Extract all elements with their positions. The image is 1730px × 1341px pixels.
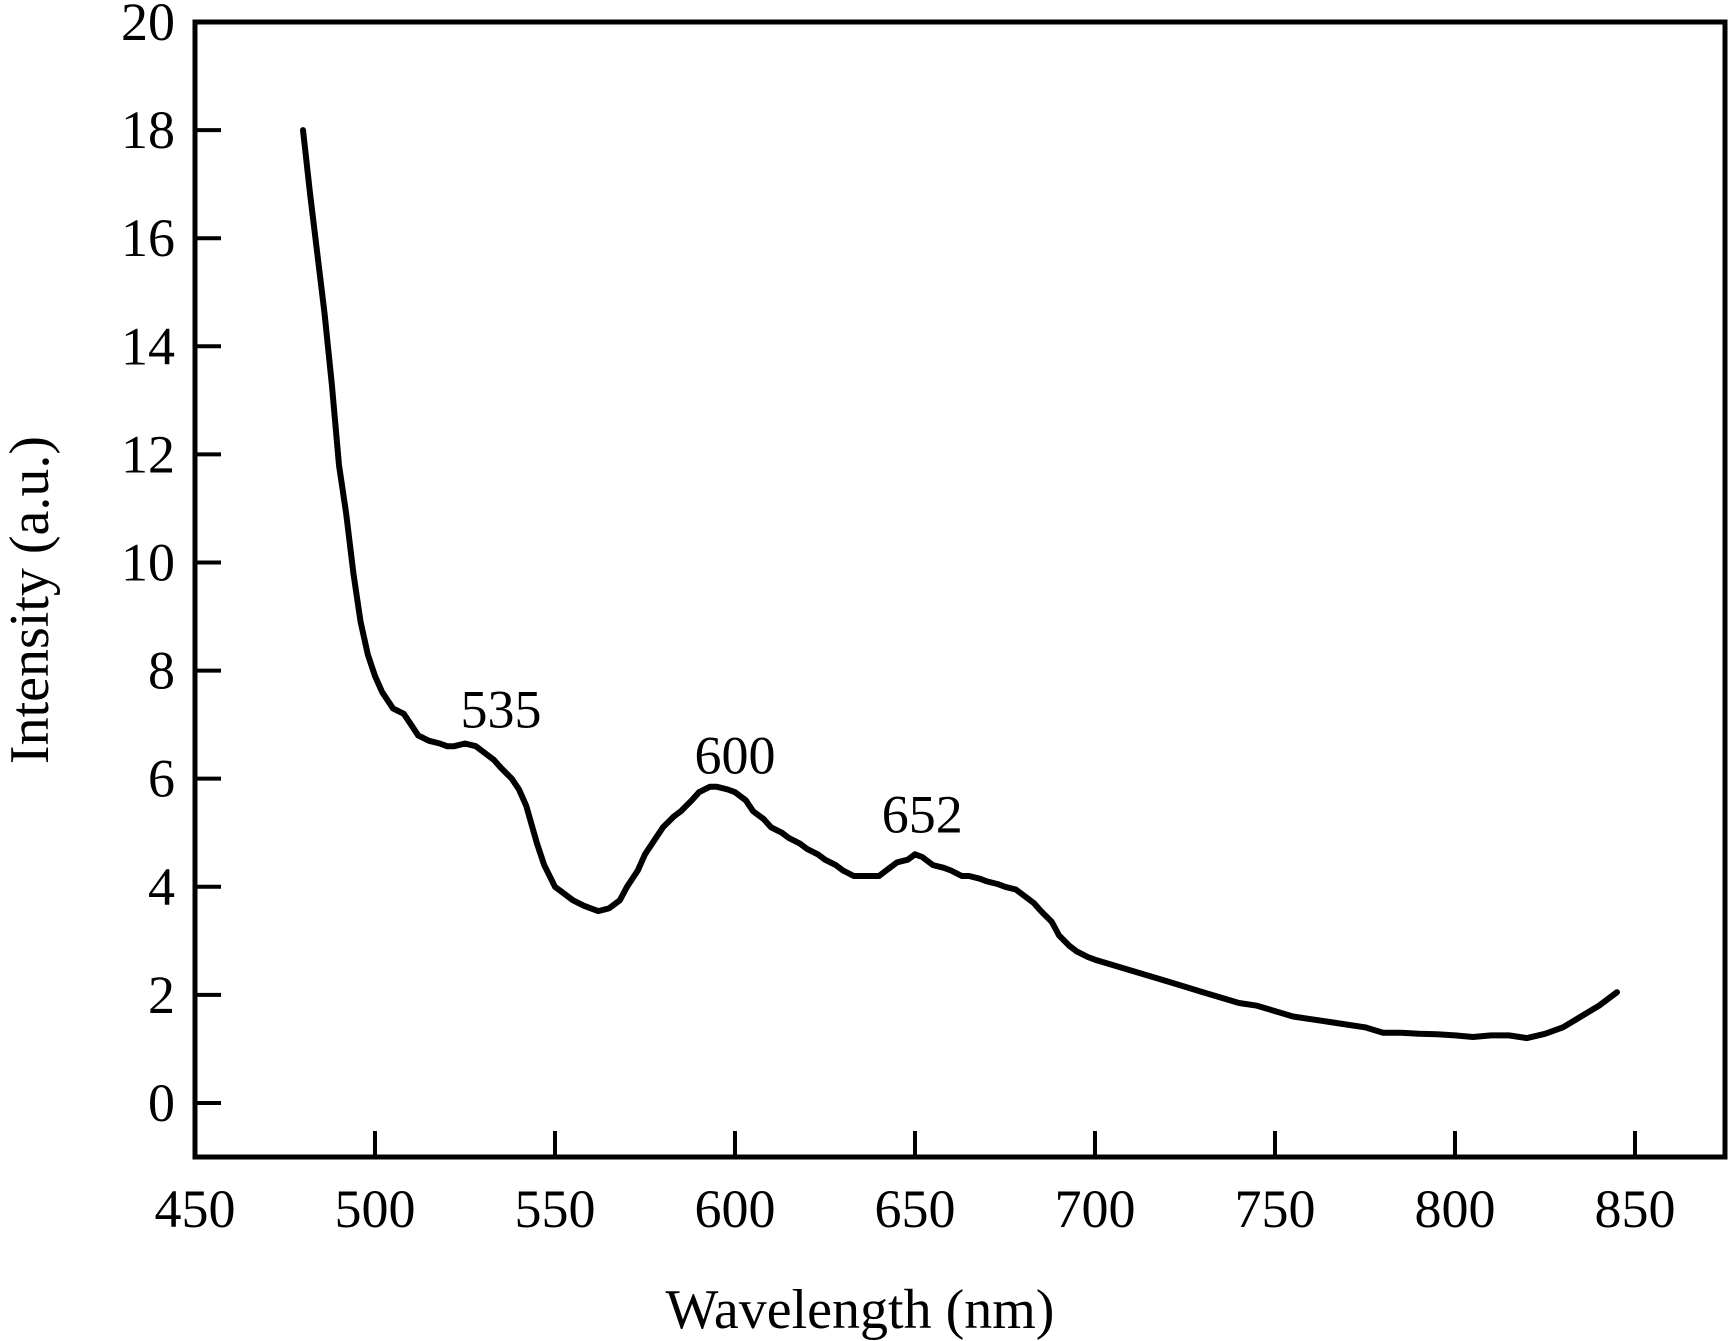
- y-tick-label: 8: [148, 641, 175, 701]
- peak-label-535: 535: [461, 679, 542, 739]
- intensity-curve: [300, 127, 1620, 1042]
- x-tick-label: 850: [1595, 1179, 1676, 1239]
- x-tick-label: 750: [1235, 1179, 1316, 1239]
- x-axis-ticks: 450 500 550 600 650 700 750 800 850: [155, 1131, 1676, 1239]
- y-axis-ticks: 0 2 4 6 8 10 12 14 16 18 20: [121, 0, 221, 1133]
- y-tick-label: 18: [121, 100, 175, 160]
- y-tick-label: 4: [148, 857, 175, 917]
- y-tick-label: 12: [121, 424, 175, 484]
- peak-label-652: 652: [882, 785, 963, 845]
- x-tick-label: 550: [515, 1179, 596, 1239]
- x-axis-title: Wavelength (nm): [666, 1279, 1055, 1341]
- y-tick-label: 2: [148, 965, 175, 1025]
- x-tick-label: 650: [875, 1179, 956, 1239]
- y-tick-label: 6: [148, 749, 175, 809]
- y-tick-label: 10: [121, 532, 175, 592]
- x-tick-label: 450: [155, 1179, 236, 1239]
- x-tick-label: 700: [1055, 1179, 1136, 1239]
- y-tick-label: 16: [121, 208, 175, 268]
- x-tick-label: 800: [1415, 1179, 1496, 1239]
- x-tick-label: 600: [695, 1179, 776, 1239]
- y-tick-label: 20: [121, 0, 175, 52]
- y-tick-label: 14: [121, 316, 175, 376]
- peak-annotations: 535 600 652: [461, 679, 963, 844]
- y-axis-title: Intensity (a.u.): [0, 436, 61, 764]
- y-tick-label: 0: [148, 1073, 175, 1133]
- peak-label-600: 600: [695, 725, 776, 785]
- plot-frame: [192, 19, 1728, 1160]
- x-tick-label: 500: [335, 1179, 416, 1239]
